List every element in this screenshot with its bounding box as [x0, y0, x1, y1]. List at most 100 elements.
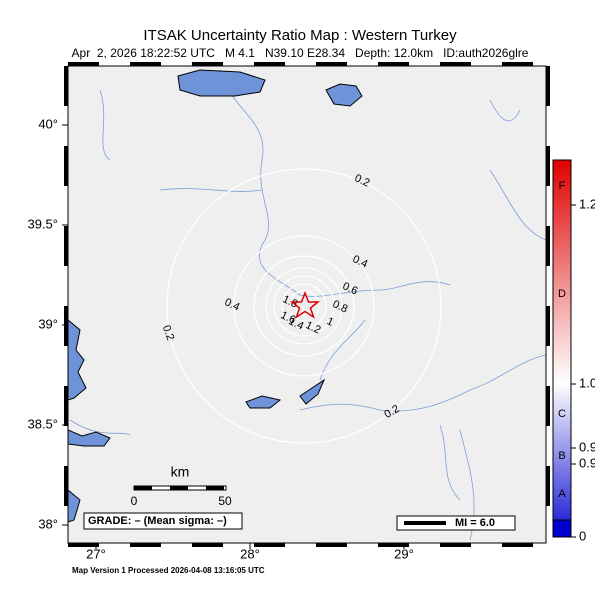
scale-bar — [134, 486, 152, 490]
colorbar-label: 0.9 — [579, 455, 595, 470]
border-seg — [254, 543, 285, 547]
colorbar-label: 1.0 — [579, 375, 595, 390]
scale-bar — [206, 486, 224, 490]
subtitle: Apr 2, 2026 18:22:52 UTC M 4.1 N39.10 E2… — [72, 46, 529, 60]
colorbar-label: 1.2 — [579, 196, 595, 211]
border-seg — [68, 62, 99, 66]
coast — [68, 429, 111, 447]
contour-label: 0.4 — [351, 253, 370, 270]
contour-label: 1.4 — [287, 315, 306, 332]
border-seg — [546, 66, 550, 106]
border-seg — [502, 62, 533, 66]
contour-label: 0.2 — [353, 172, 372, 189]
lake — [177, 69, 266, 97]
grade-letter: A — [558, 488, 566, 500]
lat-label: 40° — [38, 116, 58, 131]
colorbar-floor — [552, 519, 572, 538]
background — [68, 66, 546, 543]
contour — [233, 235, 375, 377]
colorbar-ramp — [552, 159, 572, 521]
colorbar — [552, 159, 572, 538]
grade-letter: F — [559, 180, 566, 192]
river — [159, 188, 263, 192]
border-seg — [64, 66, 68, 106]
border-seg — [192, 62, 223, 66]
river — [299, 354, 546, 412]
contour — [265, 267, 343, 345]
contour — [273, 275, 335, 337]
grade-box — [83, 512, 243, 530]
contour-label: 0.2 — [160, 324, 177, 342]
contour-label: 1.8 — [281, 293, 300, 310]
border-seg — [192, 543, 223, 547]
scale-title: km — [171, 464, 190, 480]
colorbar-labels: F D C B A 1.2 1.0 0.90.9 0 — [558, 180, 595, 544]
colorbar-label: 0.9 — [579, 439, 595, 454]
border-seg — [316, 543, 347, 547]
contour-label: 0.6 — [341, 280, 360, 297]
river — [319, 319, 366, 381]
frame-border — [64, 62, 550, 547]
lon-label: 27° — [86, 546, 106, 561]
lat-label: 39.5° — [27, 216, 58, 231]
map-area: 0.20.20.20.40.40.60.811.21.41.61.8 — [68, 66, 546, 543]
scale-label: 0 — [131, 494, 138, 508]
border-seg — [546, 226, 550, 266]
border-seg — [546, 466, 550, 506]
border-seg — [316, 62, 347, 66]
contour — [281, 283, 327, 329]
contour — [288, 290, 320, 322]
border-seg — [64, 306, 68, 346]
lake — [299, 378, 326, 405]
coast — [68, 319, 87, 401]
border-seg — [130, 62, 161, 66]
border-seg — [64, 146, 68, 186]
border-seg — [64, 466, 68, 506]
contour — [166, 168, 442, 444]
border-seg — [502, 543, 533, 547]
grade: GRADE: – (Mean sigma: –) — [88, 515, 227, 527]
scale-label: 50 — [218, 494, 232, 508]
border-seg — [546, 306, 550, 346]
contour-label: 0.4 — [223, 296, 242, 313]
coast — [68, 489, 81, 523]
lat-label: 38° — [38, 516, 58, 531]
river — [489, 99, 546, 241]
border-seg — [440, 62, 471, 66]
lake — [325, 83, 363, 107]
grade-letter: B — [558, 450, 565, 462]
contour-label: 1 — [325, 315, 336, 328]
lat-label: 38.5° — [27, 416, 58, 431]
scale-bar — [170, 486, 188, 490]
mi-box — [396, 515, 516, 531]
grade-letter: D — [558, 288, 566, 300]
lat-label: 39° — [38, 316, 58, 331]
title: ITSAK Uncertainty Ratio Map : Western Tu… — [143, 27, 457, 44]
river — [99, 89, 111, 161]
river — [219, 69, 301, 296]
grade-letter: C — [558, 408, 566, 420]
lon-label: 28° — [240, 546, 260, 561]
border-seg — [64, 386, 68, 426]
contour-label: 1.2 — [304, 319, 323, 336]
colorbar-label: 0 — [579, 528, 586, 543]
scale-bar: km 0 50 — [131, 464, 232, 508]
contour — [253, 255, 355, 357]
epicenter — [289, 290, 321, 319]
border-seg — [130, 543, 161, 547]
contour-label: 1.6 — [279, 309, 298, 326]
border-seg — [378, 62, 409, 66]
border-seg — [254, 62, 285, 66]
footer: Map Version 1 Processed 2026-04-08 13:16… — [72, 566, 265, 575]
border-seg — [64, 226, 68, 266]
border-seg — [546, 386, 550, 426]
river — [299, 281, 451, 297]
contour-label: 0.8 — [331, 298, 350, 315]
map-frame — [67, 65, 547, 544]
border-seg — [440, 543, 471, 547]
border-seg — [68, 543, 99, 547]
lake — [245, 395, 282, 409]
lon-label: 29° — [394, 546, 414, 561]
mi-label: MI = 6.0 — [455, 517, 495, 529]
